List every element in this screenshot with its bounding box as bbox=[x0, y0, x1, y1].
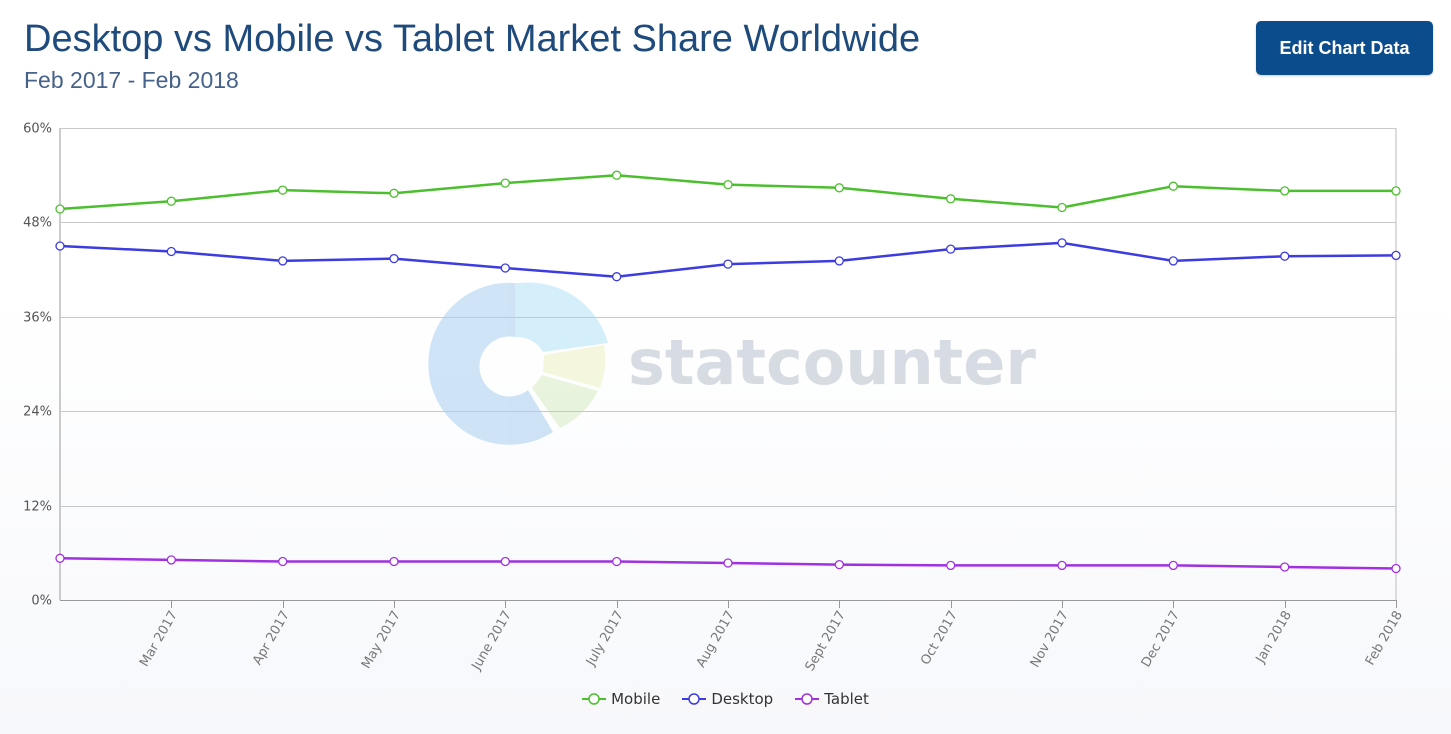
data-point-mobile bbox=[1168, 181, 1178, 191]
x-tick-label: Aug 2017 bbox=[694, 609, 738, 671]
x-tick-label: Mar 2017 bbox=[137, 609, 181, 670]
data-point-tablet bbox=[723, 558, 733, 568]
watermark-logo-segment-blue bbox=[428, 282, 553, 445]
legend-swatch-marker bbox=[801, 693, 813, 705]
data-point-mobile bbox=[723, 179, 733, 190]
data-point-tablet bbox=[1280, 562, 1290, 572]
x-tick-label: Sept 2017 bbox=[803, 609, 849, 674]
legend-label: Mobile bbox=[611, 690, 661, 708]
y-tick-label: 0% bbox=[31, 594, 52, 609]
data-point-mobile bbox=[1057, 202, 1067, 213]
data-point-mobile bbox=[834, 183, 844, 193]
legend-item-mobile[interactable]: Mobile bbox=[582, 690, 660, 708]
data-point-desktop bbox=[166, 246, 176, 257]
x-tick-label: Dec 2017 bbox=[1139, 609, 1183, 671]
y-tick-label: 24% bbox=[23, 405, 52, 420]
data-point-desktop bbox=[389, 253, 399, 264]
legend-label: Desktop bbox=[711, 690, 774, 708]
data-point-desktop bbox=[612, 272, 622, 282]
data-point-mobile bbox=[500, 178, 510, 188]
data-point-mobile bbox=[1391, 186, 1401, 196]
data-point-desktop bbox=[946, 244, 956, 254]
x-tick-label: May 2017 bbox=[359, 609, 404, 672]
watermark-text: statcounter bbox=[628, 326, 1036, 399]
data-point-tablet bbox=[166, 555, 176, 565]
x-tick-label: Feb 2018 bbox=[1363, 609, 1406, 669]
data-point-desktop bbox=[1391, 250, 1401, 261]
legend-swatch-desktop bbox=[682, 693, 707, 705]
data-point-tablet bbox=[55, 553, 65, 563]
watermark-logo-segment-yellow bbox=[543, 345, 606, 388]
x-tick-label: June 2017 bbox=[469, 609, 515, 674]
line-chart: statcounter 0% 12% 24% 36% 48% 60% Mar 2017 Ap… bbox=[23, 122, 1406, 674]
data-point-tablet bbox=[946, 560, 956, 571]
watermark-logo-segment-green bbox=[532, 375, 598, 428]
legend-swatch-mobile bbox=[582, 693, 607, 705]
data-point-mobile bbox=[946, 194, 956, 204]
data-point-tablet bbox=[278, 556, 288, 567]
x-tick-label: Nov 2017 bbox=[1028, 609, 1072, 671]
data-point-mobile bbox=[55, 204, 65, 214]
legend-item-tablet[interactable]: Tablet bbox=[795, 690, 869, 708]
data-point-tablet bbox=[389, 556, 399, 567]
legend-item-desktop[interactable]: Desktop bbox=[682, 690, 773, 708]
legend-swatch-tablet bbox=[795, 693, 820, 705]
data-point-mobile bbox=[278, 185, 288, 195]
statcounter-watermark: statcounter bbox=[428, 282, 1036, 445]
y-tick-label: 12% bbox=[23, 500, 52, 515]
data-point-desktop bbox=[500, 263, 510, 273]
page-title: Desktop vs Mobile vs Tablet Market Share… bbox=[24, 18, 921, 60]
data-point-mobile bbox=[166, 196, 176, 206]
data-point-desktop bbox=[834, 256, 844, 266]
legend-label: Tablet bbox=[824, 690, 869, 708]
data-point-mobile bbox=[389, 188, 399, 198]
data-point-tablet bbox=[500, 556, 510, 567]
x-tick-label: Jan 2018 bbox=[1253, 609, 1295, 667]
data-point-tablet bbox=[1057, 560, 1067, 571]
data-point-mobile bbox=[612, 170, 622, 180]
data-point-tablet bbox=[834, 559, 844, 570]
page-subtitle: Feb 2017 - Feb 2018 bbox=[24, 67, 239, 93]
data-point-mobile bbox=[1280, 186, 1290, 196]
y-tick-label: 36% bbox=[23, 311, 52, 326]
x-tick-label: Apr 2017 bbox=[250, 609, 293, 668]
legend-swatch-marker bbox=[588, 693, 600, 705]
x-tick-label: July 2017 bbox=[583, 609, 627, 670]
x-tick-label: Oct 2017 bbox=[918, 609, 961, 668]
data-point-tablet bbox=[612, 556, 622, 567]
data-point-desktop bbox=[723, 259, 733, 269]
data-point-desktop bbox=[1057, 238, 1067, 248]
y-tick-label: 48% bbox=[23, 216, 52, 231]
data-point-desktop bbox=[1280, 251, 1290, 261]
data-point-tablet bbox=[1168, 560, 1178, 571]
chart-legend: Mobile Desktop Tablet bbox=[0, 690, 1451, 708]
data-point-desktop bbox=[278, 256, 288, 266]
edit-chart-data-button[interactable]: Edit Chart Data bbox=[1256, 21, 1433, 75]
y-tick-label: 60% bbox=[23, 122, 52, 137]
legend-swatch-marker bbox=[688, 693, 701, 705]
data-point-tablet bbox=[1391, 563, 1401, 574]
data-point-desktop bbox=[55, 241, 65, 251]
data-point-desktop bbox=[1168, 256, 1178, 266]
